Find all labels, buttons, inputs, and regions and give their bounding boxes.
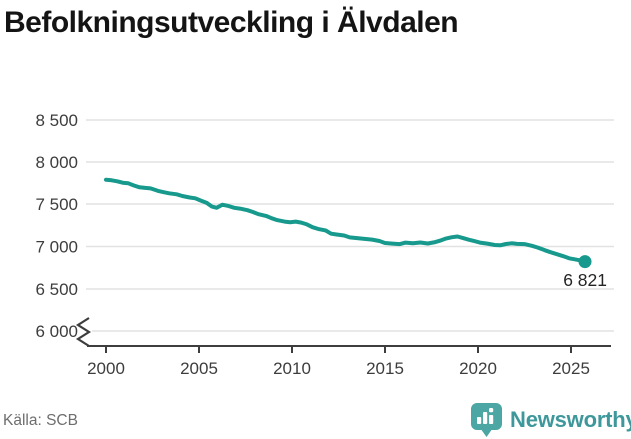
y-tick-label: 6 500 — [35, 280, 78, 299]
end-value-label: 6 821 — [563, 270, 607, 290]
x-axis-labels: 2000 2005 2010 2015 2020 2025 — [87, 359, 590, 378]
end-point-dot — [578, 255, 592, 269]
y-tick-label: 7 000 — [35, 238, 78, 257]
x-tick-label: 2015 — [366, 359, 404, 378]
series-layer — [104, 177, 592, 269]
y-tick-label: 8 500 — [35, 111, 78, 130]
x-tick-label: 2000 — [87, 359, 125, 378]
y-tick-label: 8 000 — [35, 153, 78, 172]
page-title: Befolkningsutveckling i Älvdalen — [4, 6, 459, 39]
newsworthy-logo-icon — [471, 403, 502, 437]
gridlines — [86, 119, 614, 332]
axis-break-icon — [75, 317, 92, 347]
y-tick-label: 6 000 — [35, 322, 78, 341]
branding-name: Newsworthy — [510, 407, 631, 432]
x-tick-label: 2005 — [180, 359, 218, 378]
bar-chart-glyph — [477, 408, 494, 424]
y-axis-labels: 8 500 8 000 7 500 7 000 6 500 6 000 — [35, 111, 78, 341]
newsworthy-branding[interactable]: Newsworthy — [470, 402, 631, 438]
x-tick-label: 2010 — [273, 359, 311, 378]
x-axis — [75, 317, 611, 353]
population-line — [104, 177, 587, 264]
y-tick-label: 7 500 — [35, 195, 78, 214]
source-label: Källa: SCB — [3, 412, 78, 429]
x-tick-label: 2025 — [552, 359, 590, 378]
x-tick-label: 2020 — [459, 359, 497, 378]
